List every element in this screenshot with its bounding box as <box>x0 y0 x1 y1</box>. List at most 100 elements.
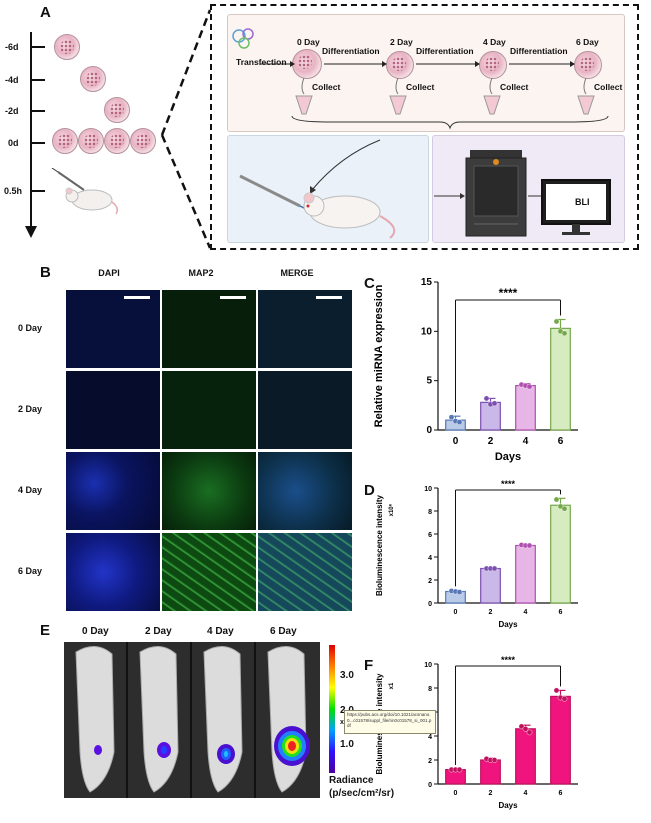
column-header-merge: MERGE <box>280 268 314 278</box>
chart-c: 0 5 10 15 0 2 4 6 **** Days Relative miRNA express… <box>373 277 578 463</box>
bar <box>480 567 501 604</box>
data-point <box>561 696 568 702</box>
colorbar-tick: 3.0 <box>340 670 354 681</box>
differentiation-label: Differentiation <box>416 46 474 56</box>
flow-step-label: 2 Day <box>390 37 413 47</box>
differentiation-flow <box>227 14 625 132</box>
significance-label: **** <box>499 286 518 300</box>
flow-step-label: 4 Day <box>483 37 506 47</box>
culture-dish <box>54 34 80 60</box>
y-tick-label: 6 <box>428 532 432 539</box>
bli-day-label: 0 Day <box>82 626 109 637</box>
x-tick-label: 6 <box>558 436 564 447</box>
data-point <box>553 318 560 325</box>
bli-day-label: 4 Day <box>207 626 234 637</box>
y-tick-label: 10 <box>424 662 432 669</box>
flow-step-label: 0 Day <box>297 37 320 47</box>
scale-bar <box>124 296 150 299</box>
data-point <box>456 589 463 595</box>
timeline-label: 0d <box>8 138 19 148</box>
x-tick-label: 6 <box>559 609 563 616</box>
radiance-unit: (p/sec/cm²/sr) <box>329 788 395 799</box>
significance-label: **** <box>501 655 516 665</box>
data-point <box>491 565 498 572</box>
data-point <box>456 419 463 425</box>
bar <box>515 728 536 785</box>
culture-dish <box>130 128 156 154</box>
panel-label-a: A <box>40 4 51 21</box>
x-tick-label: 2 <box>489 609 493 616</box>
mouse-injection-icon <box>51 168 119 215</box>
bli-label: BLI <box>575 197 590 207</box>
colorbar-tick: 1.0 <box>340 739 354 750</box>
x-tick-label: 2 <box>488 436 494 447</box>
mouse-injection-icon <box>239 139 396 239</box>
bli-day-label: 2 Day <box>145 626 172 637</box>
x-tick-label: 0 <box>454 790 458 797</box>
micrograph-merge <box>258 290 352 368</box>
row-label: 2 Day <box>18 404 43 414</box>
y-axis-label: Relative miRNA expression <box>373 284 385 427</box>
transfection-label: Transfection <box>236 57 287 67</box>
micrograph-map2 <box>162 533 256 611</box>
workflow-box <box>210 4 639 250</box>
bli-mice-image <box>64 642 320 798</box>
column-header-map2: MAP2 <box>188 268 214 278</box>
bar <box>550 327 571 431</box>
collect-tubes <box>295 78 595 115</box>
data-point <box>561 505 568 512</box>
link-tooltip[interactable]: https://pubs.acs.org/doi/10.1021/acsnano… <box>344 710 436 734</box>
culture-dish <box>104 128 130 154</box>
micrograph-dapi <box>66 533 160 611</box>
data-point <box>448 414 455 420</box>
bar <box>550 504 571 604</box>
panel-label-e: E <box>40 622 51 639</box>
culture-dish <box>104 97 130 123</box>
y-tick-label: 2 <box>428 758 432 765</box>
micrograph-map2 <box>162 452 256 530</box>
collect-label: Collect <box>312 82 341 92</box>
culture-dish <box>479 51 507 79</box>
panel-label-b: B <box>40 264 51 281</box>
micrograph-merge <box>258 533 352 611</box>
significance-label: **** <box>501 479 516 489</box>
row-label: 0 Day <box>18 323 43 333</box>
data-point <box>491 757 498 763</box>
micrograph-merge <box>258 371 352 449</box>
chart-d: 0 2 4 6 8 10 0 2 4 6 **** Days Bioluminescence inten… <box>375 479 578 629</box>
data-point <box>456 766 463 773</box>
y-tick-label: 4 <box>428 734 432 741</box>
row-label: 4 Day <box>18 485 43 495</box>
y-tick-label: 5 <box>426 376 432 387</box>
micrograph-map2 <box>162 290 256 368</box>
bar <box>515 384 536 431</box>
data-point <box>483 395 490 402</box>
culture-dish <box>78 128 104 154</box>
panel-label-d: D <box>364 482 375 499</box>
plasmid-icon <box>232 28 254 49</box>
data-point <box>491 400 498 407</box>
x-tick-label: 0 <box>454 609 458 616</box>
x-axis-label: Days <box>498 620 518 629</box>
x-tick-label: 4 <box>524 790 528 797</box>
micrograph-dapi <box>66 371 160 449</box>
culture-dish <box>80 66 106 92</box>
differentiation-label: Differentiation <box>322 46 380 56</box>
y-tick-label: 10 <box>424 486 432 493</box>
data-point <box>553 496 560 503</box>
panel-label-f: F <box>364 657 374 674</box>
row-label: 6 Day <box>18 566 43 576</box>
bli-day-label: 6 Day <box>270 626 297 637</box>
timeline-label: -6d <box>5 42 19 52</box>
collect-bracket <box>291 115 609 130</box>
x-axis-label: Days <box>495 451 521 463</box>
y-tick-label: 0 <box>428 601 432 608</box>
timeline <box>20 26 170 248</box>
data-point <box>526 383 533 390</box>
flow-arrows <box>260 61 575 67</box>
bar <box>480 759 501 785</box>
timeline-label: -2d <box>5 106 19 116</box>
data-point <box>522 726 529 732</box>
y-axis-scale-label: x10⁶ <box>389 503 395 516</box>
